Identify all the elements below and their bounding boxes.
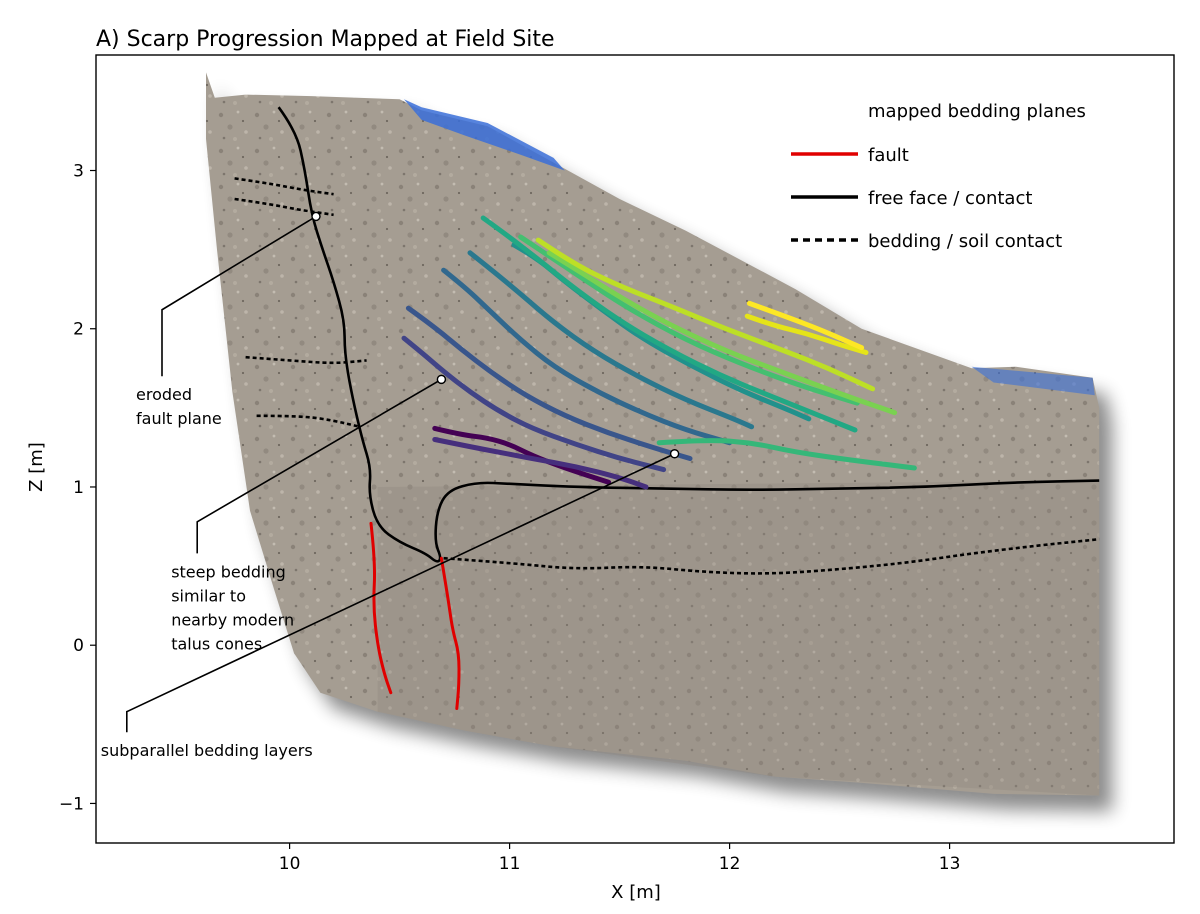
soil-contact-line-1 xyxy=(234,177,334,196)
bedding-plane-9 xyxy=(518,234,860,406)
annotation-marker-1 xyxy=(311,211,321,222)
photo-sky xyxy=(404,99,565,171)
chart-title: A) Scarp Progression Mapped at Field Sit… xyxy=(96,27,555,52)
annotation-leader-2 xyxy=(196,378,442,554)
axes-frame xyxy=(95,54,1175,844)
x-tick-label: 13 xyxy=(939,854,961,874)
bedding-plane-14 xyxy=(656,438,917,471)
photo-sky-right xyxy=(971,366,1095,396)
y-tick-label: −1 xyxy=(59,794,84,814)
fault-line-2 xyxy=(439,556,461,710)
x-axis-label: X [m] xyxy=(611,882,661,903)
legend-label-2: fault xyxy=(868,145,909,166)
bedding-plane-2 xyxy=(432,437,649,490)
fault-line-1 xyxy=(369,521,393,695)
legend-label-3: free face / contact xyxy=(868,188,1032,209)
bedding-plane-12 xyxy=(744,313,869,355)
bedding-plane-8 xyxy=(480,215,858,433)
legend-label-1: mapped bedding planes xyxy=(868,101,1086,122)
soil-contact-line-4 xyxy=(256,414,361,429)
soil-contact-line-3 xyxy=(245,355,367,365)
bedding-plane-13 xyxy=(746,300,865,351)
x-tick-label: 10 xyxy=(279,854,301,874)
y-tick-label: 3 xyxy=(73,162,84,182)
annotation-text-1: eroded fault plane xyxy=(136,385,222,428)
y-axis-label: Z [m] xyxy=(26,442,47,492)
bedding-plane-4 xyxy=(405,305,693,461)
annotation-marker-3 xyxy=(669,449,680,459)
annotation-leader-1 xyxy=(161,215,317,377)
bedding-plane-6 xyxy=(467,250,755,430)
y-tick-label: 2 xyxy=(73,320,84,340)
orthophoto-outcrop xyxy=(206,72,1100,796)
legend-label-4: bedding / soil contact xyxy=(868,231,1062,252)
y-tick-label: 1 xyxy=(73,478,84,498)
annotation-marker-2 xyxy=(436,374,447,385)
annotation-text-2: steep bedding similar to nearby modern talu… xyxy=(171,562,294,653)
annotation-text-3: subparallel bedding layers xyxy=(101,741,313,760)
photo-lower-block xyxy=(377,480,1100,796)
soil-contact-line-5 xyxy=(443,537,1100,575)
bedding-plane-5 xyxy=(441,267,733,446)
annotation-leader-3 xyxy=(126,453,675,733)
x-tick-label: 11 xyxy=(499,854,521,874)
bedding-plane-10 xyxy=(546,250,898,416)
bedding-plane-3 xyxy=(401,335,667,473)
legend: mapped bedding planes fault free face / co… xyxy=(787,101,1086,252)
contact-line-1 xyxy=(277,106,1100,563)
bedding-plane-11 xyxy=(535,237,876,392)
x-tick-label: 12 xyxy=(719,854,741,874)
y-tick-label: 0 xyxy=(73,636,84,656)
